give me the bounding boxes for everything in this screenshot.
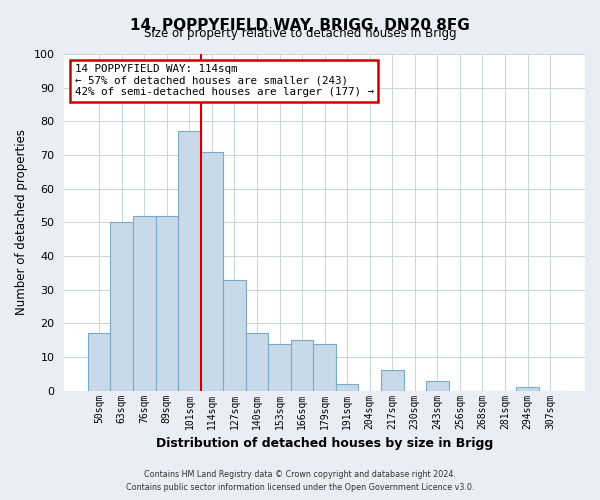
Bar [178, 132, 200, 390]
Bar [381, 370, 404, 390]
Bar [516, 388, 539, 390]
Bar [336, 384, 358, 390]
Text: 14, POPPYFIELD WAY, BRIGG, DN20 8FG: 14, POPPYFIELD WAY, BRIGG, DN20 8FG [130, 18, 470, 32]
Bar [291, 340, 313, 390]
Bar [426, 380, 449, 390]
Bar [155, 216, 178, 390]
Y-axis label: Number of detached properties: Number of detached properties [15, 130, 28, 316]
Bar [223, 280, 246, 390]
Bar [133, 216, 155, 390]
Bar [88, 334, 110, 390]
Text: Contains HM Land Registry data © Crown copyright and database right 2024.
Contai: Contains HM Land Registry data © Crown c… [126, 470, 474, 492]
Bar [110, 222, 133, 390]
Bar [313, 344, 336, 390]
Text: Size of property relative to detached houses in Brigg: Size of property relative to detached ho… [143, 28, 457, 40]
Bar [268, 344, 291, 390]
Text: 14 POPPYFIELD WAY: 114sqm
← 57% of detached houses are smaller (243)
42% of semi: 14 POPPYFIELD WAY: 114sqm ← 57% of detac… [74, 64, 374, 98]
Bar [200, 152, 223, 390]
Bar [246, 334, 268, 390]
X-axis label: Distribution of detached houses by size in Brigg: Distribution of detached houses by size … [156, 437, 493, 450]
